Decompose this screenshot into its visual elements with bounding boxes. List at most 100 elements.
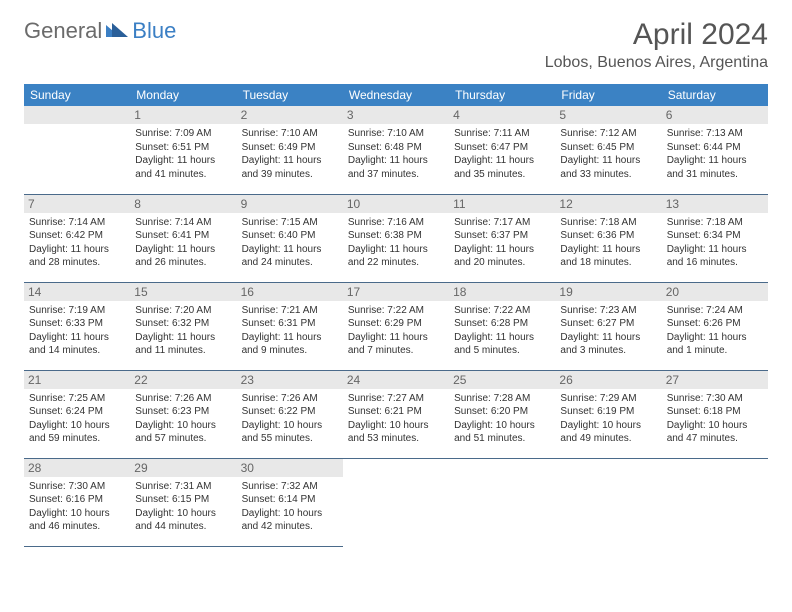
weekday-header: Wednesday	[343, 84, 449, 106]
calendar-cell: 4Sunrise: 7:11 AMSunset: 6:47 PMDaylight…	[449, 106, 555, 194]
day-info: Sunrise: 7:25 AMSunset: 6:24 PMDaylight:…	[29, 392, 125, 446]
day-number: 25	[449, 371, 555, 389]
day-info: Sunrise: 7:23 AMSunset: 6:27 PMDaylight:…	[560, 304, 656, 358]
calendar-cell: 7 Sunrise: 7:14 AMSunset: 6:42 PMDaylight…	[24, 194, 130, 282]
weekday-header: Friday	[555, 84, 661, 106]
day-info: Sunrise: 7:10 AMSunset: 6:49 PMDaylight:…	[242, 127, 338, 181]
day-info: Sunrise: 7:19 AMSunset: 6:33 PMDaylight:…	[29, 304, 125, 358]
day-info: Sunrise: 7:31 AMSunset: 6:15 PMDaylight:…	[135, 480, 231, 534]
calendar-cell	[343, 458, 449, 546]
day-number: 23	[237, 371, 343, 389]
calendar-cell: 2 Sunrise: 7:10 AMSunset: 6:49 PMDaylight…	[237, 106, 343, 194]
calendar-cell: 28Sunrise: 7:30 AMSunset: 6:16 PMDayligh…	[24, 458, 130, 546]
day-info: Sunrise: 7:14 AMSunset: 6:42 PMDaylight:…	[29, 216, 125, 270]
calendar-cell: 16 Sunrise: 7:21 AMSunset: 6:31 PMDayligh…	[237, 282, 343, 370]
day-number-empty	[24, 106, 130, 124]
day-number: 22	[130, 371, 236, 389]
calendar-cell: 8Sunrise: 7:14 AMSunset: 6:41 PMDaylight…	[130, 194, 236, 282]
day-info: Sunrise: 7:22 AMSunset: 6:29 PMDaylight:…	[348, 304, 444, 358]
weekday-header-row: Sunday Monday Tuesday Wednesday Thursday…	[24, 84, 768, 106]
calendar-cell: 20Sunrise: 7:24 AMSunset: 6:26 PMDayligh…	[662, 282, 768, 370]
calendar-cell: 25 Sunrise: 7:28 AMSunset: 6:20 PMDayligh…	[449, 370, 555, 458]
weekday-header: Monday	[130, 84, 236, 106]
day-number: 5	[555, 106, 661, 124]
calendar-cell	[555, 458, 661, 546]
calendar-row: 21 Sunrise: 7:25 AMSunset: 6:24 PMDayligh…	[24, 370, 768, 458]
weekday-header: Tuesday	[237, 84, 343, 106]
calendar-cell: 1Sunrise: 7:09 AMSunset: 6:51 PMDaylight…	[130, 106, 236, 194]
day-number: 7	[24, 195, 130, 213]
calendar-cell: 22 Sunrise: 7:26 AMSunset: 6:23 PMDayligh…	[130, 370, 236, 458]
day-number: 21	[24, 371, 130, 389]
calendar-cell: 11 Sunrise: 7:17 AMSunset: 6:37 PMDayligh…	[449, 194, 555, 282]
calendar-row: 7 Sunrise: 7:14 AMSunset: 6:42 PMDaylight…	[24, 194, 768, 282]
day-number: 16	[237, 283, 343, 301]
calendar-cell: 29Sunrise: 7:31 AMSunset: 6:15 PMDayligh…	[130, 458, 236, 546]
calendar-cell: 19 Sunrise: 7:23 AMSunset: 6:27 PMDayligh…	[555, 282, 661, 370]
day-info: Sunrise: 7:17 AMSunset: 6:37 PMDaylight:…	[454, 216, 550, 270]
calendar-cell: 27 Sunrise: 7:30 AMSunset: 6:18 PMDayligh…	[662, 370, 768, 458]
day-info: Sunrise: 7:22 AMSunset: 6:28 PMDaylight:…	[454, 304, 550, 358]
day-number: 4	[449, 106, 555, 124]
calendar-cell: 12 Sunrise: 7:18 AMSunset: 6:36 PMDayligh…	[555, 194, 661, 282]
day-info: Sunrise: 7:21 AMSunset: 6:31 PMDaylight:…	[242, 304, 338, 358]
day-number: 15	[130, 283, 236, 301]
month-title: April 2024	[545, 18, 768, 52]
logo-triangle-icon	[106, 21, 128, 42]
calendar-cell: 15 Sunrise: 7:20 AMSunset: 6:32 PMDayligh…	[130, 282, 236, 370]
calendar-cell: 18Sunrise: 7:22 AMSunset: 6:28 PMDayligh…	[449, 282, 555, 370]
weekday-header: Sunday	[24, 84, 130, 106]
calendar-cell	[449, 458, 555, 546]
calendar-cell: 5Sunrise: 7:12 AMSunset: 6:45 PMDaylight…	[555, 106, 661, 194]
weekday-header: Saturday	[662, 84, 768, 106]
day-number: 13	[662, 195, 768, 213]
day-number: 19	[555, 283, 661, 301]
day-number: 14	[24, 283, 130, 301]
day-info: Sunrise: 7:30 AMSunset: 6:18 PMDaylight:…	[667, 392, 763, 446]
header: General Blue April 2024 Lobos, Buenos Ai…	[0, 0, 792, 80]
day-info: Sunrise: 7:09 AMSunset: 6:51 PMDaylight:…	[135, 127, 231, 181]
calendar-cell: 21 Sunrise: 7:25 AMSunset: 6:24 PMDayligh…	[24, 370, 130, 458]
day-info: Sunrise: 7:15 AMSunset: 6:40 PMDaylight:…	[242, 216, 338, 270]
day-number: 28	[24, 459, 130, 477]
calendar-cell: 24 Sunrise: 7:27 AMSunset: 6:21 PMDayligh…	[343, 370, 449, 458]
calendar-cell: 30 Sunrise: 7:32 AMSunset: 6:14 PMDayligh…	[237, 458, 343, 546]
calendar-row: 28Sunrise: 7:30 AMSunset: 6:16 PMDayligh…	[24, 458, 768, 546]
title-block: April 2024 Lobos, Buenos Aires, Argentin…	[545, 18, 768, 72]
day-number: 3	[343, 106, 449, 124]
day-number: 26	[555, 371, 661, 389]
calendar-cell: 13Sunrise: 7:18 AMSunset: 6:34 PMDayligh…	[662, 194, 768, 282]
day-info: Sunrise: 7:18 AMSunset: 6:36 PMDaylight:…	[560, 216, 656, 270]
calendar-cell: 10Sunrise: 7:16 AMSunset: 6:38 PMDayligh…	[343, 194, 449, 282]
calendar-table: Sunday Monday Tuesday Wednesday Thursday…	[24, 84, 768, 547]
calendar-cell: 9 Sunrise: 7:15 AMSunset: 6:40 PMDaylight…	[237, 194, 343, 282]
day-number: 2	[237, 106, 343, 124]
logo-text-general: General	[24, 18, 102, 44]
location-label: Lobos, Buenos Aires, Argentina	[545, 54, 768, 72]
calendar-cell: 17 Sunrise: 7:22 AMSunset: 6:29 PMDayligh…	[343, 282, 449, 370]
day-info: Sunrise: 7:26 AMSunset: 6:23 PMDaylight:…	[135, 392, 231, 446]
day-number: 9	[237, 195, 343, 213]
day-number: 24	[343, 371, 449, 389]
weekday-header: Thursday	[449, 84, 555, 106]
day-info: Sunrise: 7:29 AMSunset: 6:19 PMDaylight:…	[560, 392, 656, 446]
logo: General Blue	[24, 18, 176, 44]
day-number: 12	[555, 195, 661, 213]
day-info: Sunrise: 7:10 AMSunset: 6:48 PMDaylight:…	[348, 127, 444, 181]
day-number: 17	[343, 283, 449, 301]
day-info: Sunrise: 7:28 AMSunset: 6:20 PMDaylight:…	[454, 392, 550, 446]
calendar-cell: 3 Sunrise: 7:10 AMSunset: 6:48 PMDaylight…	[343, 106, 449, 194]
calendar-cell: 14 Sunrise: 7:19 AMSunset: 6:33 PMDayligh…	[24, 282, 130, 370]
day-number: 8	[130, 195, 236, 213]
day-number: 6	[662, 106, 768, 124]
day-number: 27	[662, 371, 768, 389]
day-number: 30	[237, 459, 343, 477]
day-number: 11	[449, 195, 555, 213]
day-info: Sunrise: 7:20 AMSunset: 6:32 PMDaylight:…	[135, 304, 231, 358]
day-info: Sunrise: 7:27 AMSunset: 6:21 PMDaylight:…	[348, 392, 444, 446]
day-info: Sunrise: 7:32 AMSunset: 6:14 PMDaylight:…	[242, 480, 338, 534]
day-info: Sunrise: 7:13 AMSunset: 6:44 PMDaylight:…	[667, 127, 763, 181]
calendar-cell	[662, 458, 768, 546]
calendar-row: 14 Sunrise: 7:19 AMSunset: 6:33 PMDayligh…	[24, 282, 768, 370]
calendar-cell	[24, 106, 130, 194]
